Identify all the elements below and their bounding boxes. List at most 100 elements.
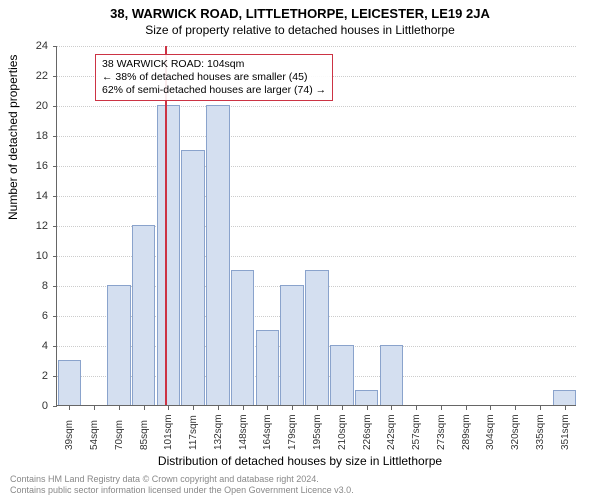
ytick-label: 14 [0,190,48,202]
xtick-label: 226sqm [362,414,373,450]
xtick-mark [540,406,541,410]
ytick-label: 0 [0,400,48,412]
plot-box: 39sqm54sqm70sqm85sqm101sqm117sqm132sqm14… [56,46,576,406]
ytick-label: 2 [0,370,48,382]
ytick-label: 22 [0,70,48,82]
gridline [57,166,576,167]
xtick-mark [119,406,120,410]
x-axis-label: Distribution of detached houses by size … [0,454,600,468]
ytick-label: 24 [0,40,48,52]
xtick-label: 164sqm [262,414,273,450]
xtick-label: 85sqm [139,420,150,450]
annotation-box: 38 WARWICK ROAD: 104sqm← 38% of detached… [95,54,333,101]
xtick-mark [317,406,318,410]
histogram-bar [280,285,304,405]
xtick-label: 179sqm [287,414,298,450]
ytick-mark [53,286,57,287]
gridline [57,136,576,137]
histogram-bar [256,330,280,405]
xtick-mark [515,406,516,410]
ytick-mark [53,406,57,407]
ytick-mark [53,166,57,167]
gridline [57,106,576,107]
ytick-label: 20 [0,100,48,112]
xtick-label: 320sqm [510,414,521,450]
ytick-mark [53,316,57,317]
histogram-bar [355,390,379,405]
xtick-mark [144,406,145,410]
chart-title-desc: Size of property relative to detached ho… [0,21,600,37]
xtick-mark [243,406,244,410]
gridline [57,196,576,197]
ytick-label: 12 [0,220,48,232]
histogram-bar [231,270,255,405]
annotation-line: ← 38% of detached houses are smaller (45… [102,71,326,84]
histogram-bar [330,345,354,405]
ytick-mark [53,46,57,47]
xtick-mark [342,406,343,410]
ytick-label: 18 [0,130,48,142]
xtick-mark [490,406,491,410]
xtick-mark [565,406,566,410]
ytick-label: 6 [0,310,48,322]
xtick-label: 101sqm [163,414,174,450]
ytick-label: 8 [0,280,48,292]
ytick-mark [53,256,57,257]
xtick-mark [193,406,194,410]
footer-line1: Contains HM Land Registry data © Crown c… [10,474,354,485]
histogram-bar [107,285,131,405]
xtick-label: 242sqm [386,414,397,450]
histogram-bar [58,360,82,405]
ytick-mark [53,76,57,77]
xtick-label: 210sqm [337,414,348,450]
xtick-label: 70sqm [114,420,125,450]
annotation-line: 62% of semi-detached houses are larger (… [102,84,326,97]
ytick-mark [53,106,57,107]
ytick-mark [53,346,57,347]
xtick-label: 195sqm [312,414,323,450]
xtick-label: 257sqm [411,414,422,450]
footer-attribution: Contains HM Land Registry data © Crown c… [10,474,354,496]
xtick-label: 273sqm [436,414,447,450]
xtick-label: 304sqm [485,414,496,450]
annotation-line: 38 WARWICK ROAD: 104sqm [102,58,326,71]
chart-container: 38, WARWICK ROAD, LITTLETHORPE, LEICESTE… [0,0,600,500]
xtick-label: 39sqm [64,420,75,450]
xtick-label: 351sqm [560,414,571,450]
histogram-bar [132,225,156,405]
xtick-mark [267,406,268,410]
histogram-bar [181,150,205,405]
xtick-mark [416,406,417,410]
xtick-mark [441,406,442,410]
ytick-label: 4 [0,340,48,352]
ytick-mark [53,136,57,137]
xtick-mark [292,406,293,410]
xtick-mark [367,406,368,410]
xtick-label: 335sqm [535,414,546,450]
xtick-mark [168,406,169,410]
histogram-bar [553,390,577,405]
xtick-label: 117sqm [188,415,199,450]
ytick-label: 10 [0,250,48,262]
histogram-bar [305,270,329,405]
gridline [57,46,576,47]
footer-line2: Contains public sector information licen… [10,485,354,496]
histogram-bar [206,105,230,405]
xtick-label: 54sqm [89,420,100,450]
histogram-bar [380,345,404,405]
xtick-mark [218,406,219,410]
xtick-label: 289sqm [461,414,472,450]
xtick-mark [94,406,95,410]
xtick-mark [391,406,392,410]
plot-area: 39sqm54sqm70sqm85sqm101sqm117sqm132sqm14… [56,46,576,406]
ytick-mark [53,196,57,197]
chart-title-address: 38, WARWICK ROAD, LITTLETHORPE, LEICESTE… [0,0,600,21]
xtick-mark [466,406,467,410]
ytick-mark [53,226,57,227]
histogram-bar [157,105,181,405]
xtick-label: 132sqm [213,414,224,450]
xtick-label: 148sqm [238,414,249,450]
ytick-mark [53,376,57,377]
xtick-mark [69,406,70,410]
ytick-label: 16 [0,160,48,172]
